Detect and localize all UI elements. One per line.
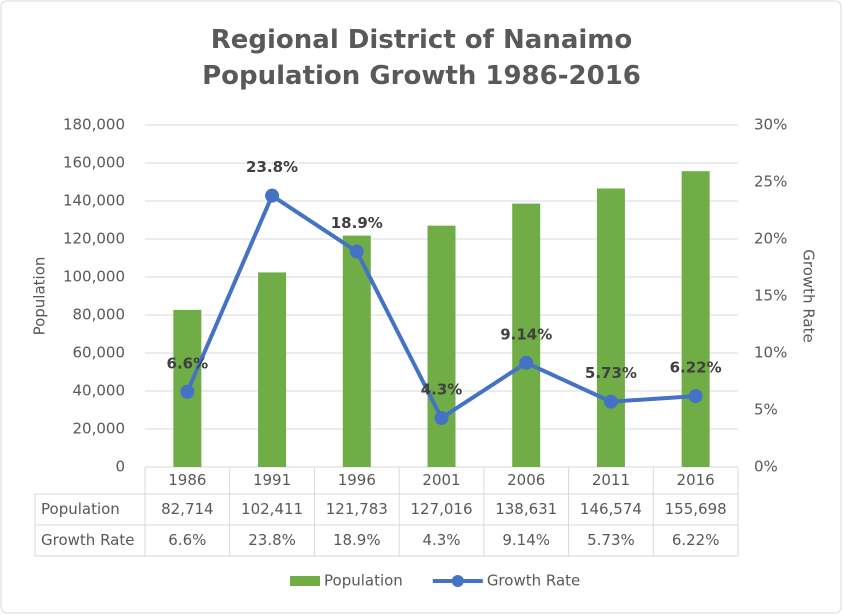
table-cell: 4.3% bbox=[422, 531, 460, 549]
y2-tick-label: 0% bbox=[754, 458, 778, 476]
y2-axis-title: Growth Rate bbox=[800, 249, 818, 342]
y-tick-label: 180,000 bbox=[63, 116, 125, 134]
table-cell: 155,698 bbox=[665, 500, 727, 518]
table-cell: 121,783 bbox=[326, 500, 388, 518]
data-label: 6.22% bbox=[670, 359, 722, 377]
x-tick-label: 2011 bbox=[592, 471, 630, 489]
line-marker bbox=[603, 394, 618, 409]
table-row-header: Growth Rate bbox=[41, 531, 134, 549]
chart-title: Regional District of Nanaimo Population … bbox=[202, 25, 641, 91]
legend-swatch bbox=[451, 575, 464, 587]
line-marker bbox=[519, 355, 534, 370]
legend-label: Population bbox=[324, 572, 403, 590]
table-cell: 102,411 bbox=[241, 500, 303, 518]
bar bbox=[681, 171, 710, 467]
table-cell: 18.9% bbox=[333, 531, 381, 549]
x-tick-label: 2001 bbox=[422, 471, 460, 489]
line-marker bbox=[434, 410, 449, 425]
y-tick-label: 20,000 bbox=[73, 420, 126, 438]
line-marker bbox=[349, 244, 364, 259]
bar bbox=[427, 225, 456, 467]
x-tick-label: 1986 bbox=[168, 471, 206, 489]
line-marker bbox=[688, 389, 703, 404]
y-tick-label: 160,000 bbox=[63, 154, 125, 172]
table-cell: 146,574 bbox=[580, 500, 642, 518]
y2-tick-label: 15% bbox=[754, 287, 787, 305]
y2-tick-label: 5% bbox=[754, 401, 778, 419]
y-tick-label: 60,000 bbox=[73, 344, 126, 362]
table-cell: 23.8% bbox=[248, 531, 296, 549]
x-tick-label: 1991 bbox=[253, 471, 291, 489]
y-tick-label: 140,000 bbox=[63, 192, 125, 210]
y-tick-label: 0 bbox=[115, 458, 125, 476]
x-tick-label: 2006 bbox=[507, 471, 545, 489]
bar bbox=[512, 203, 541, 467]
bar bbox=[596, 188, 625, 467]
table-cell: 5.73% bbox=[587, 531, 635, 549]
data-label: 9.14% bbox=[500, 325, 552, 343]
line-marker bbox=[265, 188, 280, 203]
legend-swatch bbox=[290, 576, 320, 586]
legend-label: Growth Rate bbox=[487, 572, 580, 590]
table-cell: 138,631 bbox=[495, 500, 557, 518]
y2-tick-label: 25% bbox=[754, 173, 787, 191]
data-label: 5.73% bbox=[585, 364, 637, 382]
y-tick-label: 120,000 bbox=[63, 230, 125, 248]
data-label: 4.3% bbox=[421, 380, 463, 398]
data-label: 6.6% bbox=[167, 354, 209, 372]
table-cell: 6.22% bbox=[672, 531, 720, 549]
data-label: 18.9% bbox=[331, 214, 383, 232]
x-tick-label: 1996 bbox=[338, 471, 376, 489]
table-cell: 9.14% bbox=[502, 531, 550, 549]
y-tick-label: 100,000 bbox=[63, 268, 125, 286]
table-cell: 82,714 bbox=[161, 500, 214, 518]
y2-tick-label: 20% bbox=[754, 230, 787, 248]
y-tick-label: 80,000 bbox=[73, 306, 126, 324]
data-label: 23.8% bbox=[246, 158, 298, 176]
table-cell: 6.6% bbox=[168, 531, 206, 549]
table-row-header: Population bbox=[41, 500, 120, 518]
table-cell: 127,016 bbox=[410, 500, 472, 518]
y-axis-title: Population bbox=[31, 257, 49, 336]
x-tick-label: 2016 bbox=[677, 471, 715, 489]
y-tick-label: 40,000 bbox=[73, 382, 126, 400]
bar bbox=[258, 272, 287, 467]
y2-tick-label: 30% bbox=[754, 116, 787, 134]
line-marker bbox=[180, 384, 195, 399]
y2-tick-label: 10% bbox=[754, 344, 787, 362]
